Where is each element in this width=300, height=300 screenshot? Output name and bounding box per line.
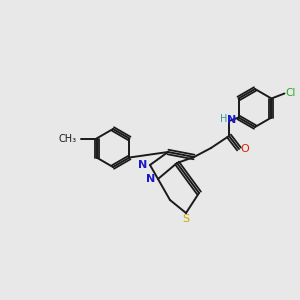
Text: N: N: [227, 115, 237, 125]
Text: CH₃: CH₃: [58, 134, 76, 143]
Text: N: N: [146, 174, 156, 184]
Text: S: S: [182, 214, 190, 224]
Text: H: H: [220, 114, 228, 124]
Text: Cl: Cl: [285, 88, 296, 98]
Text: N: N: [138, 160, 148, 170]
Text: O: O: [241, 144, 249, 154]
